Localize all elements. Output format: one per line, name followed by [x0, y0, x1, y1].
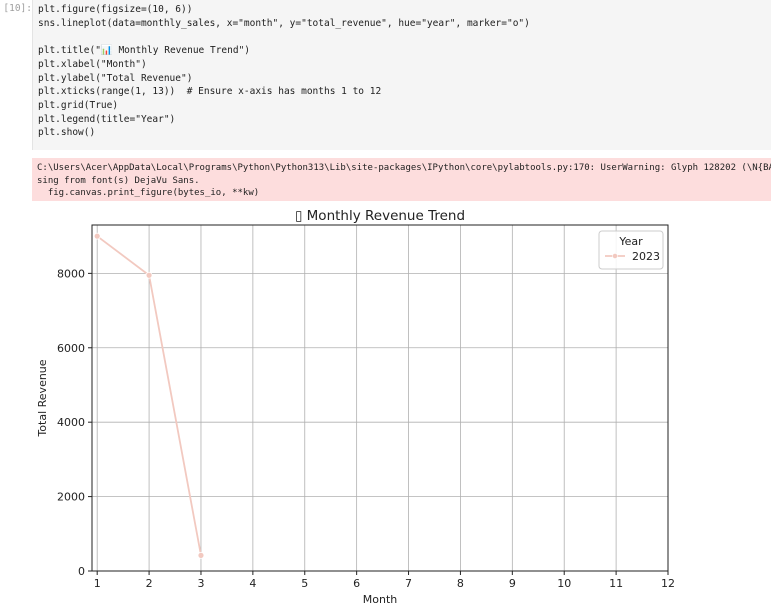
- x-tick-label: 10: [557, 577, 571, 590]
- code-text[interactable]: plt.figure(figsize=(10, 6)) sns.lineplot…: [38, 3, 771, 140]
- code-line: plt.xlabel("Month"): [38, 58, 147, 70]
- data-point: [145, 271, 153, 279]
- y-tick-label: 6000: [57, 342, 85, 355]
- x-tick-label: 2: [146, 577, 153, 590]
- legend-entry: 2023: [632, 250, 660, 263]
- y-tick-label: 2000: [57, 491, 85, 504]
- x-tick-label: 8: [457, 577, 464, 590]
- code-line: plt.show(): [38, 127, 96, 139]
- cell-prompt: [10]:: [3, 3, 32, 14]
- legend-box: [598, 230, 664, 270]
- code-line: plt.xticks(range(1, 13)) # Ensure x-axis…: [38, 86, 382, 98]
- legend-title: Year: [618, 235, 643, 248]
- plot-output: 1 2 3 4 5 6 7 8 9 10 11 12 0 2000 4000 6000 8000 ▯ Monthl…: [30, 202, 690, 606]
- x-tick-label: 11: [609, 577, 623, 590]
- code-line: plt.title("📊 Monthly Revenue Trend"): [38, 45, 251, 57]
- code-line: plt.figure(figsize=(10, 6)): [38, 4, 193, 15]
- chart-title: ▯ Monthly Revenue Trend: [295, 208, 465, 224]
- y-tick-label: 0: [78, 565, 85, 578]
- y-axis-label: Total Revenue: [36, 359, 49, 437]
- x-tick-label: 5: [301, 577, 308, 590]
- warning-line: C:\Users\Acer\AppData\Local\Programs\Pyt…: [37, 163, 771, 173]
- x-tick-label: 7: [405, 577, 412, 590]
- legend-marker: [612, 253, 618, 259]
- data-point: [93, 232, 101, 240]
- warning-line: fig.canvas.print_figure(bytes_io, **kw): [37, 188, 260, 198]
- x-tick-label: 3: [197, 577, 204, 590]
- plot-frame: [91, 224, 669, 572]
- code-line: sns.lineplot(data=monthly_sales, x="mont…: [38, 17, 530, 29]
- code-line: plt.grid(True): [38, 99, 119, 111]
- code-line: plt.ylabel("Total Revenue"): [38, 72, 193, 84]
- y-tick-label: 8000: [57, 267, 85, 280]
- x-axis-label: Month: [363, 593, 398, 606]
- x-tick-label: 4: [249, 577, 256, 590]
- code-editor[interactable]: plt.figure(figsize=(10, 6)) sns.lineplot…: [32, 0, 771, 150]
- x-tick-label: 9: [509, 577, 516, 590]
- x-tick-label: 1: [94, 577, 101, 590]
- x-tick-label: 6: [353, 577, 360, 590]
- stderr-warning-output: C:\Users\Acer\AppData\Local\Programs\Pyt…: [32, 158, 771, 201]
- x-tick-label: 12: [661, 577, 675, 590]
- data-point: [197, 551, 205, 559]
- warning-line: sing from font(s) DejaVu Sans.: [37, 175, 200, 186]
- code-line: plt.legend(title="Year"): [38, 113, 176, 125]
- y-tick-label: 4000: [57, 416, 85, 429]
